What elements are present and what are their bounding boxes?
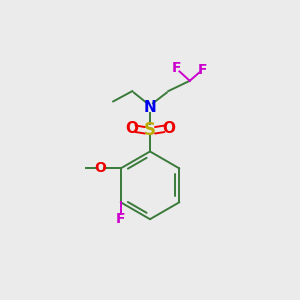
Text: N: N [144,100,156,115]
Text: O: O [125,121,138,136]
Text: F: F [172,61,181,75]
Text: O: O [95,161,106,176]
Text: F: F [197,63,207,76]
Text: S: S [144,121,156,139]
Text: O: O [162,121,175,136]
Text: F: F [116,212,125,226]
